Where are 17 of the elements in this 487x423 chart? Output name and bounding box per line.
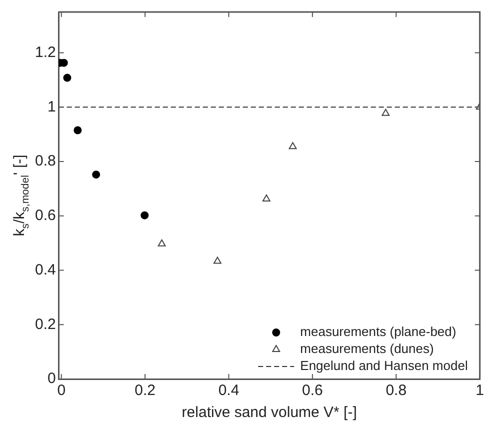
- y-tick-label: 0.8: [34, 152, 56, 170]
- x-tick-label: 1: [476, 382, 484, 400]
- y-tick-label: 1: [48, 98, 56, 116]
- y-tick-label: 0.6: [34, 207, 56, 224]
- x-tick-label: 0.4: [218, 382, 240, 400]
- x-axis-title: relative sand volume V* [-]: [182, 404, 357, 421]
- y-axis-title: ks/ks,model' [-]: [11, 154, 32, 236]
- y-tick-label: 1.2: [34, 44, 56, 61]
- legend-label: Engelund and Hansen model: [300, 358, 468, 374]
- legend-label: measurements (plane-bed): [300, 324, 456, 340]
- legend-label: measurements (dunes): [300, 341, 434, 356]
- x-tick-label: 0.2: [134, 382, 156, 400]
- y-tick-label: 0.2: [34, 316, 56, 333]
- x-tick-label: 0.6: [302, 382, 323, 400]
- y-tick-label: 0: [48, 370, 56, 388]
- y-tick-label: 0.4: [34, 261, 56, 278]
- x-tick-label: 0.8: [386, 382, 407, 400]
